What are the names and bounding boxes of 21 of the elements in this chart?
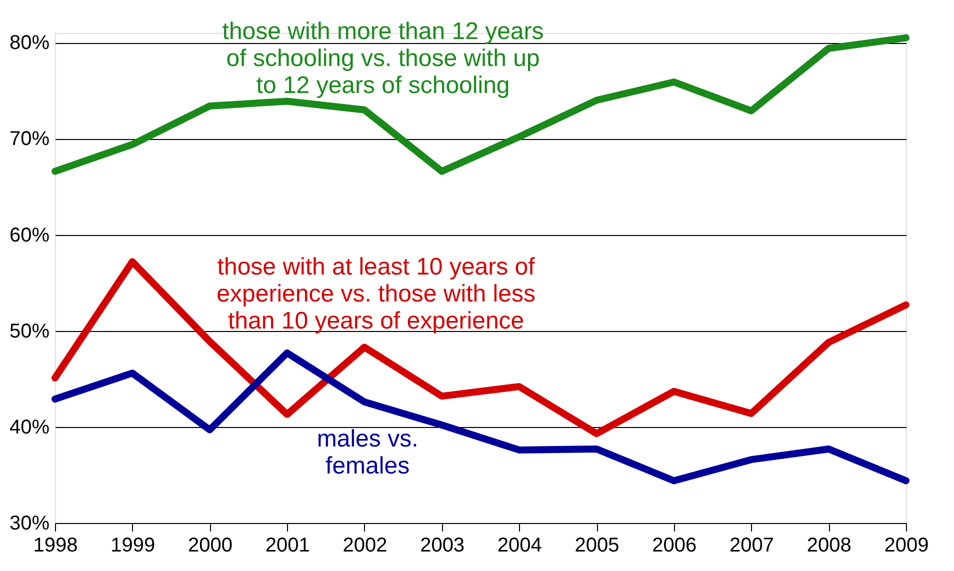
x-tick-label: 1999 bbox=[110, 534, 156, 556]
series-label: those with at least 10 years of experience vs. those with less than 10 years of experience bbox=[216, 253, 536, 334]
series-label: males vs. females bbox=[316, 425, 418, 480]
x-tick-label: 2007 bbox=[730, 534, 774, 556]
y-tick-label: 50% bbox=[9, 320, 50, 342]
x-tick-label: 2001 bbox=[265, 534, 310, 556]
series-label: those with more than 12 years of schooling vs. those with up to 12 years of schooling bbox=[222, 18, 544, 100]
y-tick-label: 40% bbox=[9, 416, 50, 438]
x-tick-label: 1998 bbox=[33, 534, 78, 556]
x-tick-label: 2006 bbox=[652, 534, 697, 556]
y-tick-label: 70% bbox=[9, 128, 50, 150]
x-tick-label: 2000 bbox=[188, 534, 232, 556]
y-tick-label: 30% bbox=[9, 512, 50, 534]
x-tick-label: 2004 bbox=[497, 534, 542, 556]
y-tick-label: 80% bbox=[9, 32, 50, 54]
x-tick-label: 2009 bbox=[884, 534, 929, 556]
x-tick-label: 2002 bbox=[342, 534, 388, 556]
x-tick-label: 2008 bbox=[806, 534, 852, 556]
x-tick-label: 2003 bbox=[420, 534, 465, 556]
y-tick-label: 60% bbox=[9, 224, 50, 246]
x-tick-label: 2005 bbox=[574, 534, 620, 556]
